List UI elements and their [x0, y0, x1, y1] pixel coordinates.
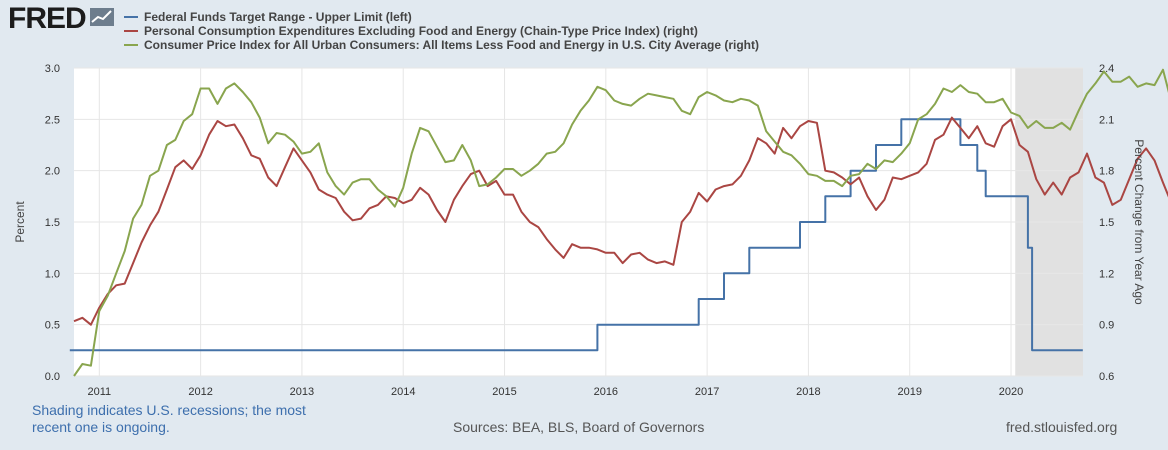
fred-logo-text: FRED: [8, 2, 87, 35]
x-tick-label: 2014: [391, 386, 415, 398]
y-tick-label-right: 1.8: [1099, 166, 1114, 178]
legend-item-fedfunds[interactable]: Federal Funds Target Range - Upper Limit…: [124, 10, 759, 24]
x-tick-label: 2012: [188, 386, 212, 398]
x-tick-label: 2016: [594, 386, 618, 398]
series-line-fedfunds: [69, 118, 1083, 352]
recession-shading-note: Shading indicates U.S. recessions; the m…: [32, 402, 306, 435]
legend-item-cpi[interactable]: Consumer Price Index for All Urban Consu…: [124, 38, 759, 52]
y-tick-label-left: 1.5: [45, 217, 60, 229]
series-line-cpi: [73, 68, 1168, 377]
y-tick-label-right: 1.2: [1099, 268, 1114, 280]
x-tick-label: 2015: [492, 386, 516, 398]
x-tick-label: 2011: [87, 386, 111, 398]
y-tick-label-left: 2.5: [45, 114, 60, 126]
fred-url-link[interactable]: fred.stlouisfed.org: [1006, 419, 1118, 435]
y-tick-label-right: 0.6: [1099, 371, 1114, 383]
legend-label-fedfunds: Federal Funds Target Range - Upper Limit…: [144, 10, 412, 24]
x-tick-label: 2018: [796, 386, 820, 398]
y-tick-label-left: 2.0: [45, 166, 60, 178]
y-tick-label-right: 2.1: [1099, 114, 1114, 126]
legend-label-cpi: Consumer Price Index for All Urban Consu…: [144, 38, 760, 52]
x-tick-label: 2019: [897, 386, 921, 398]
y-tick-label-left: 1.0: [45, 268, 60, 280]
y-tick-label-right: 1.5: [1099, 217, 1114, 229]
y-axis-label-right: Percent Change from Year Ago: [1132, 139, 1146, 305]
series-line-pce: [73, 116, 1168, 326]
x-tick-label: 2017: [695, 386, 719, 398]
y-tick-label-left: 3.0: [45, 63, 60, 75]
y-tick-label-left: 0.0: [45, 371, 60, 383]
legend-swatch-pce: [124, 30, 138, 32]
chart-legend: Federal Funds Target Range - Upper Limit…: [124, 10, 759, 52]
legend-swatch-fedfunds: [124, 16, 138, 18]
legend-swatch-cpi: [124, 44, 138, 46]
y-tick-label-right: 0.9: [1099, 320, 1114, 332]
y-axis-label-left: Percent: [13, 201, 27, 243]
x-tick-label: 2013: [290, 386, 314, 398]
y-tick-label-left: 0.5: [45, 320, 60, 332]
graph-logo-icon: [89, 7, 114, 31]
legend-label-pce: Personal Consumption Expenditures Exclud…: [144, 24, 698, 38]
fred-logo[interactable]: FRED: [8, 2, 114, 36]
legend-item-pce[interactable]: Personal Consumption Expenditures Exclud…: [124, 24, 759, 38]
x-tick-label: 2020: [999, 386, 1023, 398]
data-sources: Sources: BEA, BLS, Board of Governors: [453, 419, 705, 435]
